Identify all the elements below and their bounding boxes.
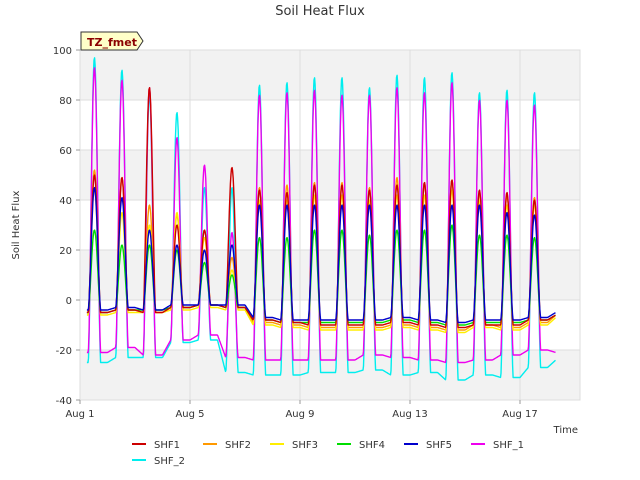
- legend: SHF1 SHF2 SHF3 SHF4 SHF5 SHF_1 SHF_2: [132, 440, 524, 467]
- legend-label-shf5: SHF5: [426, 440, 452, 451]
- series-line-shf4: [86, 224, 556, 326]
- plot-band: [80, 350, 580, 400]
- y-tick-label: 60: [59, 146, 72, 157]
- y-axis-label: Soil Heat Flux: [11, 190, 22, 259]
- y-tick-label: -40: [56, 396, 72, 407]
- legend-label-shf2: SHF2: [225, 440, 251, 451]
- plot-band: [80, 150, 580, 200]
- y-tick-label: -20: [56, 346, 72, 357]
- y-tick-label: 40: [59, 196, 72, 207]
- site-badge-box: [80, 31, 144, 51]
- y-axis-ticks: -40 -20 0 20 40 60 80 100: [53, 46, 80, 407]
- y-tick-label: 100: [53, 46, 72, 57]
- legend-label-shf-2: SHF_2: [154, 456, 185, 467]
- y-tick-label: 0: [66, 296, 72, 307]
- y-tick-label: 80: [59, 96, 72, 107]
- x-tick-label: Aug 5: [175, 409, 204, 420]
- x-tick-label: Aug 17: [502, 409, 537, 420]
- y-tick-label: 20: [59, 246, 72, 257]
- legend-label-shf3: SHF3: [292, 440, 318, 451]
- plot-band: [80, 50, 580, 100]
- plot-band: [80, 250, 580, 300]
- series-lines: [86, 57, 556, 381]
- site-badge-label: TZ_fmet: [87, 36, 137, 49]
- legend-label-shf4: SHF4: [359, 440, 385, 451]
- x-axis-label: Time: [553, 425, 578, 436]
- plot-border: [79, 49, 581, 401]
- plot-bands: [80, 50, 580, 400]
- x-tick-label: Aug 9: [285, 409, 314, 420]
- series-line-shf5: [86, 186, 556, 324]
- x-tick-label: Aug 13: [392, 409, 427, 420]
- x-axis-ticks: Aug 1 Aug 5 Aug 9 Aug 13 Aug 17: [65, 400, 538, 420]
- series-line-shf-1: [86, 67, 556, 364]
- site-badge: TZ_fmet: [80, 31, 144, 51]
- x-tick-label: Aug 1: [65, 409, 94, 420]
- legend-label-shf-1: SHF_1: [493, 440, 524, 451]
- legend-label-shf1: SHF1: [154, 440, 180, 451]
- chart-title: Soil Heat Flux: [275, 4, 365, 19]
